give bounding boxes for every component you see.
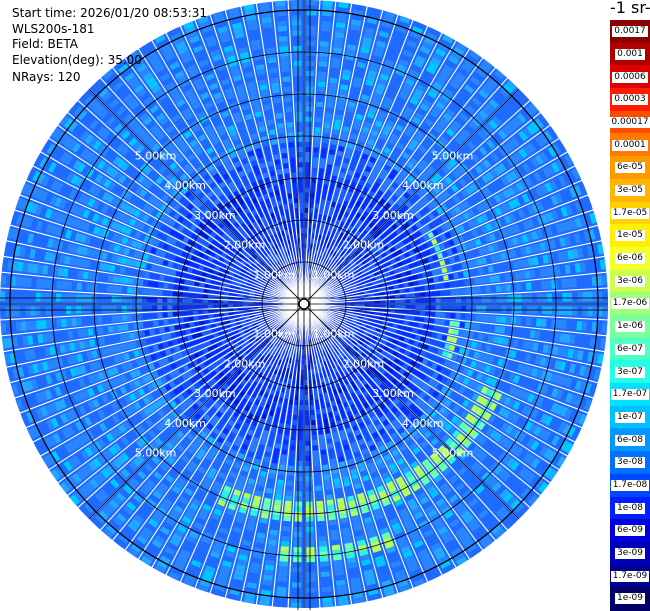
colorbar-segment: 6e-09 [610,519,650,542]
colorbar-segment: 0.0017 [610,20,650,43]
colorbar-segment: 0.0006 [610,65,650,88]
colorbar-tick-label: 1.7e-07 [611,389,650,400]
colorbar-tick-label: 0.0006 [612,72,648,83]
range-ring-label: 3.00km [194,387,236,400]
range-ring-label: 3.00km [194,209,236,222]
ppi-scan-plot: 1.00km 1.00km 1.00km 1.00km 2.00km 2.00km 2.00… [0,0,608,610]
colorbar-segment: 1.7e-07 [610,383,650,406]
colorbar-segment: 6e-05 [610,156,650,179]
colorbar-tick-label: 0.0001 [612,140,648,151]
colorbar-tick-label: 0.0003 [612,94,648,105]
range-ring-label: 3.00km [372,209,414,222]
colorbar-segment: 3e-08 [610,451,650,474]
colorbar-tick-label: 1e-06 [615,321,645,332]
colorbar-segment: 6e-06 [610,247,650,270]
colorbar-segment: 6e-08 [610,428,650,451]
elevation-text: Elevation(deg): 35.00 [12,52,142,68]
colorbar-segment: 0.0001 [610,133,650,156]
range-ring-label: 4.00km [402,179,444,192]
colorbar-tick-label: 6e-09 [615,525,645,536]
colorbar-segment: 1e-07 [610,406,650,429]
start-time-text: Start time: 2026/01/20 08:53:31 [12,5,207,21]
range-ring-label: 2.00km [343,357,385,370]
colorbar-segment: 0.0003 [610,88,650,111]
colorbar-tick-label: 3e-08 [615,457,645,468]
range-ring-label: 1.00km [254,328,296,341]
colorbar-tick-label: 1e-08 [615,503,645,514]
colorbar-tick-label: 6e-05 [615,162,645,173]
colorbar-segment: 0.001 [610,43,650,66]
colorbar-tick-label: 3e-05 [615,185,645,196]
range-ring-label: 1.00km [313,268,355,281]
range-ring-label: 4.00km [164,179,206,192]
colorbar-tick-label: 1e-05 [615,230,645,241]
range-ring-label: 1.00km [254,268,296,281]
colorbar-segment: 1.7e-05 [610,202,650,225]
range-ring-label: 1.00km [313,328,355,341]
colorbar-segment: 1e-09 [610,587,650,610]
colorbar-tick-label: 1.7e-06 [611,298,650,309]
colorbar-segment: 1e-08 [610,497,650,520]
colorbar-segment: 1.7e-08 [610,474,650,497]
colorbar: 0.0017 0.001 0.0006 0.0003 0.00017 0.0001 6e-0… [610,20,650,610]
colorbar-tick-label: 6e-08 [615,435,645,446]
range-ring-label: 4.00km [402,417,444,430]
colorbar-tick-label: 3e-07 [615,367,645,378]
range-ring-label: 2.00km [224,239,266,252]
range-ring-label: 5.00km [135,446,177,459]
colorbar-tick-label: 0.00017 [609,117,650,128]
colorbar-segment: 1e-05 [610,224,650,247]
field-text: Field: BETA [12,36,78,52]
range-ring-label: 3.00km [372,387,414,400]
colorbar-segment: 3e-09 [610,542,650,565]
colorbar-tick-label: 3e-09 [615,548,645,559]
colorbar-tick-label: 0.001 [615,49,645,60]
colorbar-segment: 1.7e-06 [610,292,650,315]
colorbar-tick-label: 1e-07 [615,412,645,423]
colorbar-tick-label: 3e-06 [615,276,645,287]
colorbar-unit-label: -1 sr- [610,0,650,17]
colorbar-tick-label: 1e-09 [615,593,645,604]
colorbar-segment: 6e-07 [610,338,650,361]
nrays-text: NRays: 120 [12,69,81,85]
range-ring-label: 5.00km [432,150,474,163]
colorbar-segment: 1e-06 [610,315,650,338]
colorbar-segment: 1.7e-09 [610,565,650,588]
range-ring-label: 2.00km [343,239,385,252]
range-ring-label: 4.00km [164,417,206,430]
colorbar-tick-label: 1.7e-09 [611,571,650,582]
colorbar-tick-label: 1.7e-08 [611,480,650,491]
colorbar-tick-label: 0.0017 [612,26,648,37]
colorbar-segment: 0.00017 [610,111,650,134]
colorbar-tick-label: 6e-06 [615,253,645,264]
colorbar-segment: 3e-07 [610,360,650,383]
colorbar-segment: 3e-05 [610,179,650,202]
device-name-text: WLS200s-181 [12,21,95,37]
range-ring-label: 2.00km [224,357,266,370]
range-ring-label: 5.00km [432,446,474,459]
colorbar-tick-label: 6e-07 [615,344,645,355]
range-ring-label: 5.00km [135,150,177,163]
colorbar-segment: 3e-06 [610,270,650,293]
colorbar-tick-label: 1.7e-05 [611,208,650,219]
